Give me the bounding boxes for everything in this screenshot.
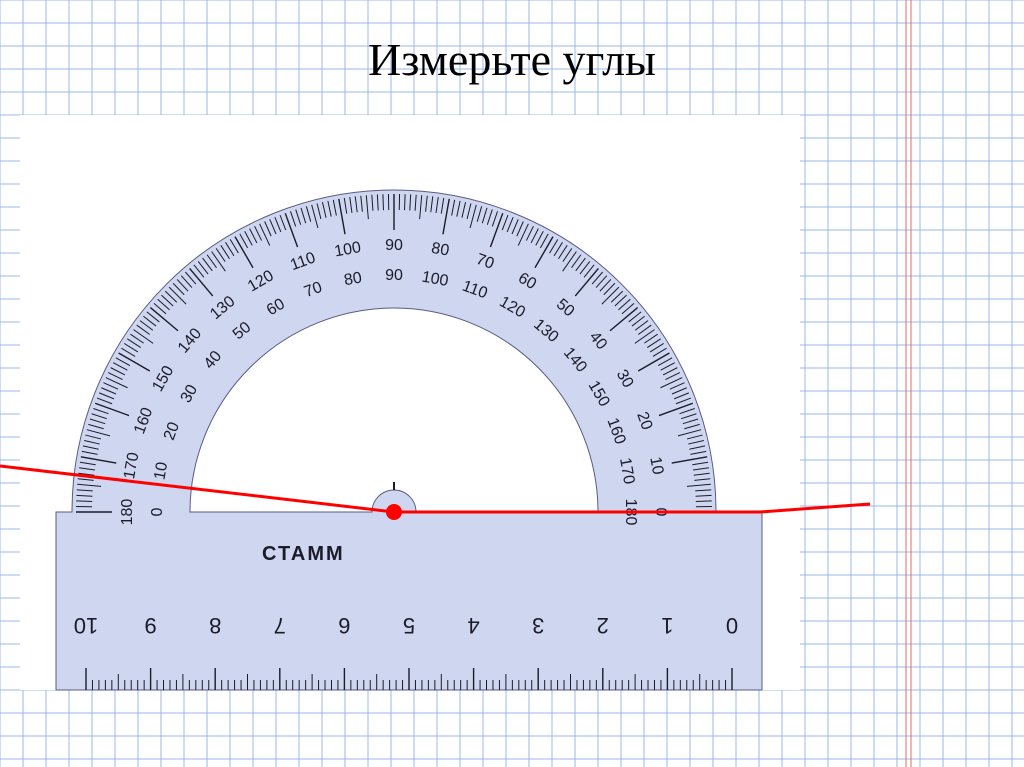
ruler-label: 2 [597, 613, 609, 638]
protractor-inner-label: 10 [151, 461, 171, 482]
protractor-brand: СТАММ [262, 543, 345, 565]
ruler-label: 8 [209, 613, 221, 638]
ruler-label: 4 [467, 613, 479, 638]
ruler-label: 0 [726, 613, 738, 638]
protractor-outer-label: 180 [119, 499, 136, 526]
ruler-label: 7 [274, 613, 286, 638]
ruler-label: 3 [532, 613, 544, 638]
ruler-label: 10 [74, 613, 98, 638]
page-title: Измерьте углы [368, 34, 656, 85]
protractor-inner-label: 90 [385, 267, 403, 284]
ruler-label: 5 [403, 613, 415, 638]
protractor-inner-label: 0 [149, 507, 166, 516]
ruler-label: 6 [338, 613, 350, 638]
ruler-label: 1 [661, 613, 673, 638]
ruler-label: 9 [144, 613, 156, 638]
diagram-svg: Измерьте углы180017010160201503014040130… [0, 0, 1024, 767]
protractor-inner-label: 80 [343, 269, 364, 289]
protractor-outer-label: 80 [430, 240, 451, 260]
protractor-outer-label: 10 [646, 456, 666, 477]
protractor-outer-label: 90 [385, 237, 403, 254]
angle-vertex-dot [386, 504, 402, 520]
